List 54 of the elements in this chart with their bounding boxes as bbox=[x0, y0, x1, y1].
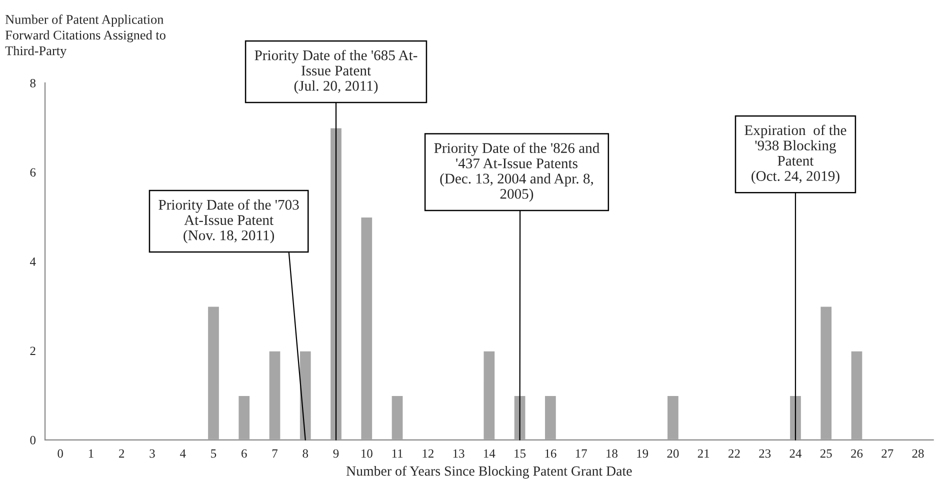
bar bbox=[666, 394, 680, 440]
x-tick-label: 3 bbox=[150, 449, 155, 458]
annotation: Expiration of the '938 Blocking Patent (Oct. 24, 2019) bbox=[744, 124, 846, 184]
y-tick-label: 4 bbox=[30, 258, 36, 266]
y-tick-label: 0 bbox=[30, 436, 36, 444]
annotation: Priority Date of the '703 At-Issue Patent (Nov. 18, 2011) bbox=[158, 199, 299, 244]
x-tick-label: 1 bbox=[88, 449, 94, 458]
x-tick-label: 14 bbox=[484, 449, 496, 458]
bar bbox=[819, 305, 833, 440]
annotation: Priority Date of the '685 At- Issue Patent (Jul. 20, 2011) bbox=[254, 50, 418, 94]
bar bbox=[329, 126, 343, 440]
bar bbox=[482, 350, 496, 440]
x-tick-label: 11 bbox=[392, 449, 403, 458]
bar bbox=[298, 350, 312, 440]
x-axis-title: Number of Years Since Blocking Patent Grant Date bbox=[346, 466, 632, 479]
x-tick-label: 17 bbox=[576, 449, 587, 458]
x-tick-label: 13 bbox=[453, 449, 464, 458]
x-tick-label: 5 bbox=[211, 449, 216, 458]
x-tick-label: 16 bbox=[545, 449, 556, 458]
x-tick-label: 24 bbox=[790, 449, 802, 458]
bar bbox=[788, 394, 802, 440]
x-tick-label: 7 bbox=[272, 449, 278, 458]
x-tick-label: 26 bbox=[851, 449, 863, 458]
x-tick-label: 23 bbox=[759, 449, 771, 458]
annotation: Priority Date of the '826 and '437 At-Issue Patents (Dec. 13, 2004 and Apr. 8, 2005) bbox=[434, 142, 600, 202]
x-tick-label: 10 bbox=[361, 449, 372, 458]
x-tick-label: 19 bbox=[637, 449, 648, 458]
bar bbox=[206, 305, 220, 440]
y-axis-title: Number of Patent Application Forward Citations Assigned to Third-Party bbox=[5, 14, 166, 58]
bar bbox=[268, 350, 282, 440]
x-tick-label: 12 bbox=[422, 449, 434, 458]
x-tick-label: 20 bbox=[667, 449, 679, 458]
x-tick-label: 6 bbox=[242, 449, 247, 458]
x-tick-label: 2 bbox=[119, 449, 124, 458]
bar bbox=[237, 394, 251, 440]
x-tick-label: 25 bbox=[820, 449, 832, 458]
bar bbox=[390, 394, 404, 440]
x-tick-label: 21 bbox=[698, 449, 710, 458]
x-tick-label: 28 bbox=[912, 449, 924, 458]
x-tick-label: 22 bbox=[728, 449, 740, 458]
y-tick-label: 8 bbox=[30, 78, 36, 88]
bar bbox=[850, 350, 864, 440]
x-tick-label: 4 bbox=[180, 449, 186, 458]
bar bbox=[544, 394, 558, 440]
y-tick-label: 2 bbox=[30, 346, 36, 355]
y-tick-label: 6 bbox=[30, 168, 36, 177]
x-tick-label: 18 bbox=[606, 449, 618, 458]
x-tick-label: 27 bbox=[882, 449, 894, 458]
bar bbox=[360, 216, 374, 440]
x-tick-label: 9 bbox=[333, 449, 339, 458]
x-tick-label: 8 bbox=[302, 449, 308, 458]
bar bbox=[512, 394, 527, 440]
x-tick-label: 15 bbox=[514, 449, 526, 458]
x-tick-label: 0 bbox=[58, 449, 63, 458]
